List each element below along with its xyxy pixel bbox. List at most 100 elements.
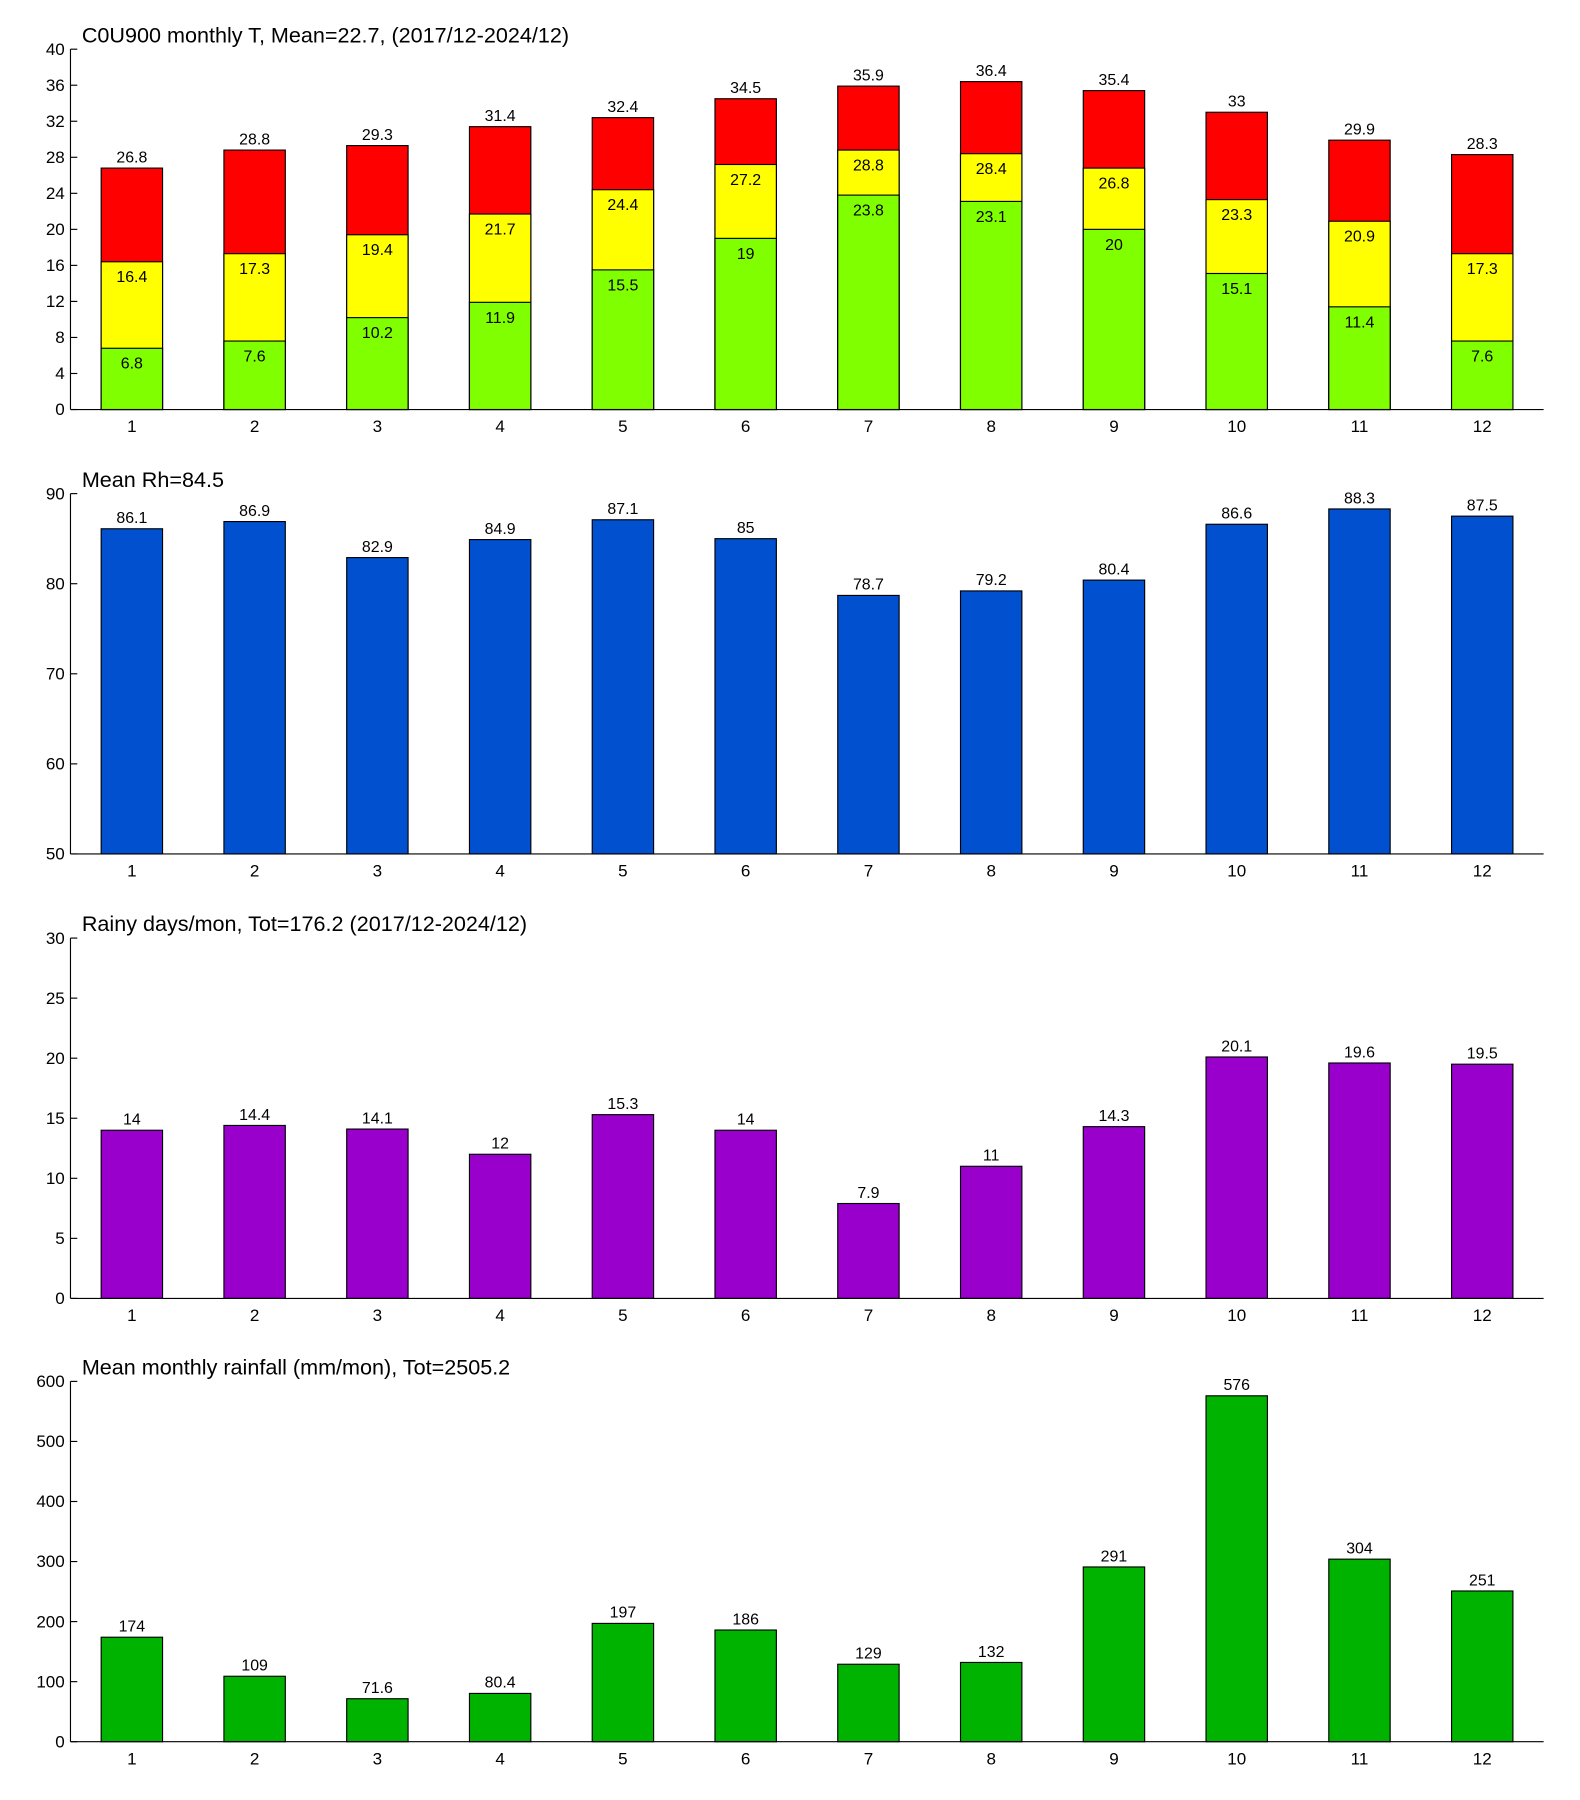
value-label: 19 — [737, 246, 755, 263]
x-tick-label: 1 — [127, 1306, 136, 1325]
chart-title: Mean Rh=84.5 — [82, 467, 224, 492]
x-tick-label: 7 — [864, 1306, 873, 1325]
bar — [1450, 515, 1514, 855]
value-label: 19.5 — [1467, 1046, 1498, 1063]
y-tick-label: 28 — [46, 148, 65, 167]
value-label: 186 — [732, 1611, 759, 1628]
value-label: 14.4 — [239, 1107, 270, 1124]
x-tick-label: 1 — [127, 1749, 136, 1768]
bar — [1328, 1558, 1391, 1743]
value-label: 19.6 — [1344, 1044, 1375, 1061]
bar — [1205, 1395, 1268, 1743]
x-tick-label: 3 — [373, 1749, 382, 1768]
bar — [714, 1629, 777, 1743]
y-tick-label: 50 — [46, 845, 65, 864]
value-label: 19.4 — [362, 242, 393, 259]
value-label: 35.4 — [1098, 72, 1129, 89]
y-tick-label: 25 — [46, 989, 65, 1008]
x-tick-label: 7 — [864, 862, 873, 881]
y-tick-label: 100 — [36, 1672, 64, 1691]
x-tick-label: 3 — [373, 417, 382, 436]
value-label: 35.9 — [853, 67, 884, 84]
y-tick-label: 32 — [46, 112, 65, 131]
x-tick-label: 2 — [250, 1306, 259, 1325]
x-tick-label: 10 — [1227, 417, 1246, 436]
y-tick-label: 24 — [46, 184, 65, 203]
value-label: 11.9 — [485, 310, 515, 327]
value-label: 88.3 — [1344, 490, 1375, 507]
bar — [837, 1202, 900, 1299]
bar — [468, 539, 532, 855]
bar — [1082, 228, 1146, 411]
y-tick-label: 200 — [36, 1612, 64, 1631]
x-tick-label: 7 — [864, 1749, 873, 1768]
value-label: 304 — [1346, 1540, 1373, 1557]
value-label: 87.5 — [1467, 497, 1498, 514]
x-tick-label: 9 — [1109, 1749, 1118, 1768]
x-tick-label: 6 — [741, 1306, 750, 1325]
x-tick-label: 8 — [986, 417, 995, 436]
x-tick-label: 4 — [495, 862, 504, 881]
bar — [959, 1661, 1023, 1743]
y-tick-label: 8 — [55, 328, 64, 347]
bar — [591, 269, 655, 411]
y-tick-label: 4 — [55, 364, 64, 383]
value-label: 15.1 — [1221, 281, 1252, 298]
value-label: 109 — [241, 1658, 268, 1675]
bar — [591, 1114, 655, 1299]
value-label: 11 — [983, 1148, 1000, 1165]
bar — [468, 1692, 532, 1743]
y-tick-label: 5 — [55, 1229, 64, 1248]
value-label: 79.2 — [976, 572, 1007, 589]
x-tick-label: 11 — [1351, 862, 1369, 881]
value-label: 71.6 — [362, 1680, 393, 1697]
value-label: 86.6 — [1221, 506, 1252, 523]
value-label: 24.4 — [607, 197, 638, 214]
bar — [837, 594, 900, 855]
bar — [1328, 306, 1391, 411]
value-label: 14 — [737, 1112, 755, 1129]
x-tick-label: 8 — [986, 862, 995, 881]
x-tick-label: 12 — [1473, 417, 1492, 436]
y-tick-label: 0 — [55, 1732, 64, 1751]
y-tick-label: 500 — [36, 1432, 64, 1451]
y-tick-label: 12 — [46, 292, 65, 311]
value-label: 29.3 — [362, 127, 393, 144]
bar — [223, 520, 286, 855]
value-label: 87.1 — [607, 501, 638, 518]
value-label: 33 — [1228, 94, 1246, 111]
value-label: 291 — [1101, 1548, 1128, 1565]
bar — [468, 301, 532, 411]
value-label: 7.9 — [857, 1185, 879, 1202]
value-label: 86.9 — [239, 503, 270, 520]
chart-title: C0U900 monthly T, Mean=22.7, (2017/12-20… — [82, 22, 569, 47]
x-tick-label: 12 — [1473, 862, 1492, 881]
value-label: 11.4 — [1345, 314, 1375, 331]
bar — [223, 1124, 286, 1299]
bar — [1205, 523, 1268, 855]
value-label: 129 — [855, 1646, 882, 1663]
x-tick-label: 6 — [741, 862, 750, 881]
bar — [591, 519, 655, 855]
bar — [1082, 1566, 1146, 1743]
x-tick-label: 10 — [1227, 1306, 1246, 1325]
value-label: 12 — [491, 1136, 509, 1153]
x-tick-label: 11 — [1351, 417, 1369, 436]
value-label: 28.3 — [1467, 136, 1498, 153]
x-tick-label: 10 — [1227, 1749, 1246, 1768]
value-label: 80.4 — [485, 1675, 516, 1692]
bar — [959, 200, 1023, 411]
x-tick-label: 9 — [1109, 1306, 1118, 1325]
bar — [223, 1675, 286, 1743]
value-label: 6.8 — [121, 356, 143, 373]
chart-title: Rainy days/mon, Tot=176.2 (2017/12-2024/… — [82, 911, 527, 936]
value-label: 27.2 — [730, 172, 761, 189]
x-tick-label: 3 — [373, 1306, 382, 1325]
x-tick-label: 9 — [1109, 417, 1118, 436]
x-tick-label: 6 — [741, 1749, 750, 1768]
y-tick-label: 36 — [46, 76, 65, 95]
y-tick-label: 0 — [55, 400, 64, 419]
x-tick-label: 2 — [250, 1749, 259, 1768]
bar — [714, 538, 777, 855]
y-tick-label: 90 — [46, 484, 65, 503]
